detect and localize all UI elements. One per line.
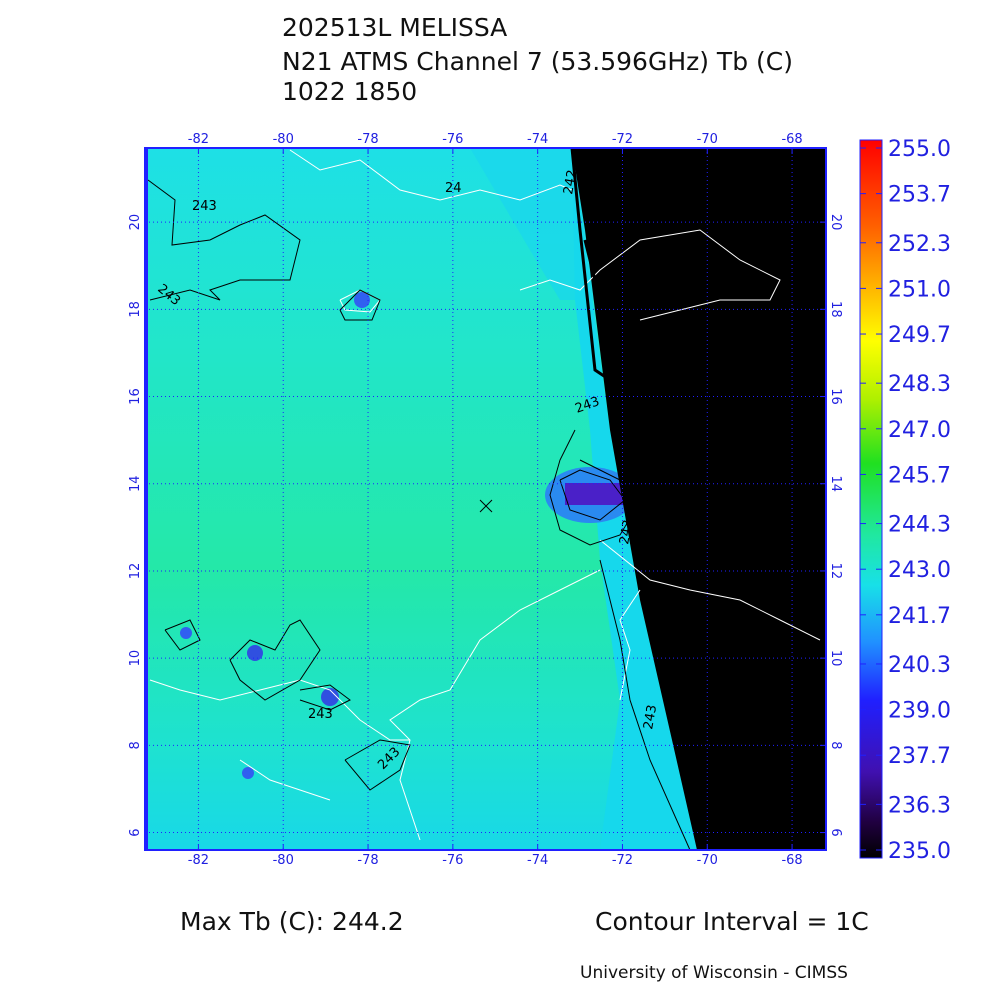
lon-tick-label: -76 [442,853,463,868]
max-tb: Max Tb (C): 244.2 [180,907,404,936]
lon-tick-label: -70 [697,853,718,868]
contour-label: 243 [192,199,217,214]
map-grid: -82 -82 -80 -80 -78 -78 -76 -76 -74 -74 -72 -72 -70 -… [128,132,843,868]
cool-patch [470,148,600,300]
lon-tick-label: -80 [273,132,294,147]
contour-edge [570,147,612,384]
contour [229,619,321,701]
lat-tick-label: 20 [128,214,143,231]
lon-tick-label: -68 [781,132,802,147]
contour-interval: Contour Interval = 1C [595,907,869,936]
lon-tick-label: -78 [357,853,378,868]
credit: University of Wisconsin - CIMSS [580,963,848,983]
coast-colombia [619,589,641,701]
coast-hispaniola [519,229,781,321]
lon-tick-label: -68 [781,853,802,868]
colorbar-label: 252.3 [888,232,951,257]
lon-tick-label: -74 [527,132,548,147]
lat-tick-label: 12 [128,563,143,580]
colorbar-label: 241.7 [888,604,951,629]
lat-tick-label: 16 [128,388,143,405]
colorbar-label: 236.3 [888,793,951,818]
title-block: 202513L MELISSA N21 ATMS Channel 7 (53.5… [282,13,793,106]
lat-tick-label: 14 [828,475,843,492]
lat-tick-label: 6 [828,828,843,836]
colorbar-label: 253.7 [888,183,951,208]
coast-south-america [599,539,821,641]
colorbar-label: 237.7 [888,744,951,769]
contour-label: 243 [617,519,636,546]
cold-spot [180,627,192,639]
cold-spot [321,688,339,706]
coast-jamaica [339,289,381,313]
cold-spot [354,292,370,308]
lon-tick-label: -70 [697,132,718,147]
contour [147,179,301,301]
lon-tick-label: -72 [612,132,633,147]
colorbar-label: 245.7 [888,463,951,488]
lat-tick-label: 6 [128,828,143,836]
contour-label: 243 [641,704,660,731]
contour [299,684,351,711]
coast-pacific [239,759,331,801]
contour [549,429,636,546]
lat-tick-label: 18 [128,301,143,318]
lat-tick-label: 10 [828,650,843,667]
storm-center [479,499,493,513]
contour [599,559,691,851]
coast-panama [389,569,601,841]
contour [559,469,626,521]
coast-cuba [289,149,573,201]
colorbar-label: 248.3 [888,372,951,397]
lon-tick-label: -82 [188,853,209,868]
lon-tick-label: -82 [188,132,209,147]
cold-spot [242,767,254,779]
colorbar-ticks: 255.0 253.7 252.3 251.0 249.7 248.3 247.0 245.7… [860,137,951,864]
contour [164,619,201,651]
lat-tick-label: 20 [828,214,843,231]
colorbar-label: 239.0 [888,699,951,724]
lon-tick-label: -72 [612,853,633,868]
lat-tick-label: 8 [828,741,843,749]
contour-label: 242 [561,169,580,196]
footer: Max Tb (C): 244.2 Contour Interval = 1C … [180,907,869,983]
colorbar-label: 255.0 [888,137,951,162]
no-data-region [572,148,826,850]
lat-tick-label: 14 [128,475,143,492]
map-field [145,148,826,850]
lat-tick-label: 10 [128,650,143,667]
colorbar-label: 243.0 [888,558,951,583]
contours [147,147,691,851]
contour-label: 243 [308,707,333,722]
lat-tick-label: 16 [828,388,843,405]
lon-tick-label: -76 [442,132,463,147]
colorbar [859,139,883,859]
contour [344,739,411,791]
channel-title: N21 ATMS Channel 7 (53.596GHz) Tb (C) [282,47,793,76]
lat-tick-label: 12 [828,563,843,580]
colorbar-label: 244.3 [888,513,951,538]
contour [339,289,381,321]
lon-tick-label: -78 [357,132,378,147]
colorbar-label: 249.7 [888,323,951,348]
cold-core [565,483,630,505]
colorbar-label: 240.3 [888,653,951,678]
lat-tick-label: 8 [128,741,143,749]
lon-tick-label: -80 [273,853,294,868]
lat-tick-label: 18 [828,301,843,318]
cold-spot [247,645,263,661]
colorbar-label: 251.0 [888,277,951,302]
storm-title: 202513L MELISSA [282,13,507,42]
time-title: 1022 1850 [282,77,417,106]
colorbar-label: 247.0 [888,418,951,443]
lon-tick-label: -74 [527,853,548,868]
colorbar-label: 235.0 [888,839,951,864]
